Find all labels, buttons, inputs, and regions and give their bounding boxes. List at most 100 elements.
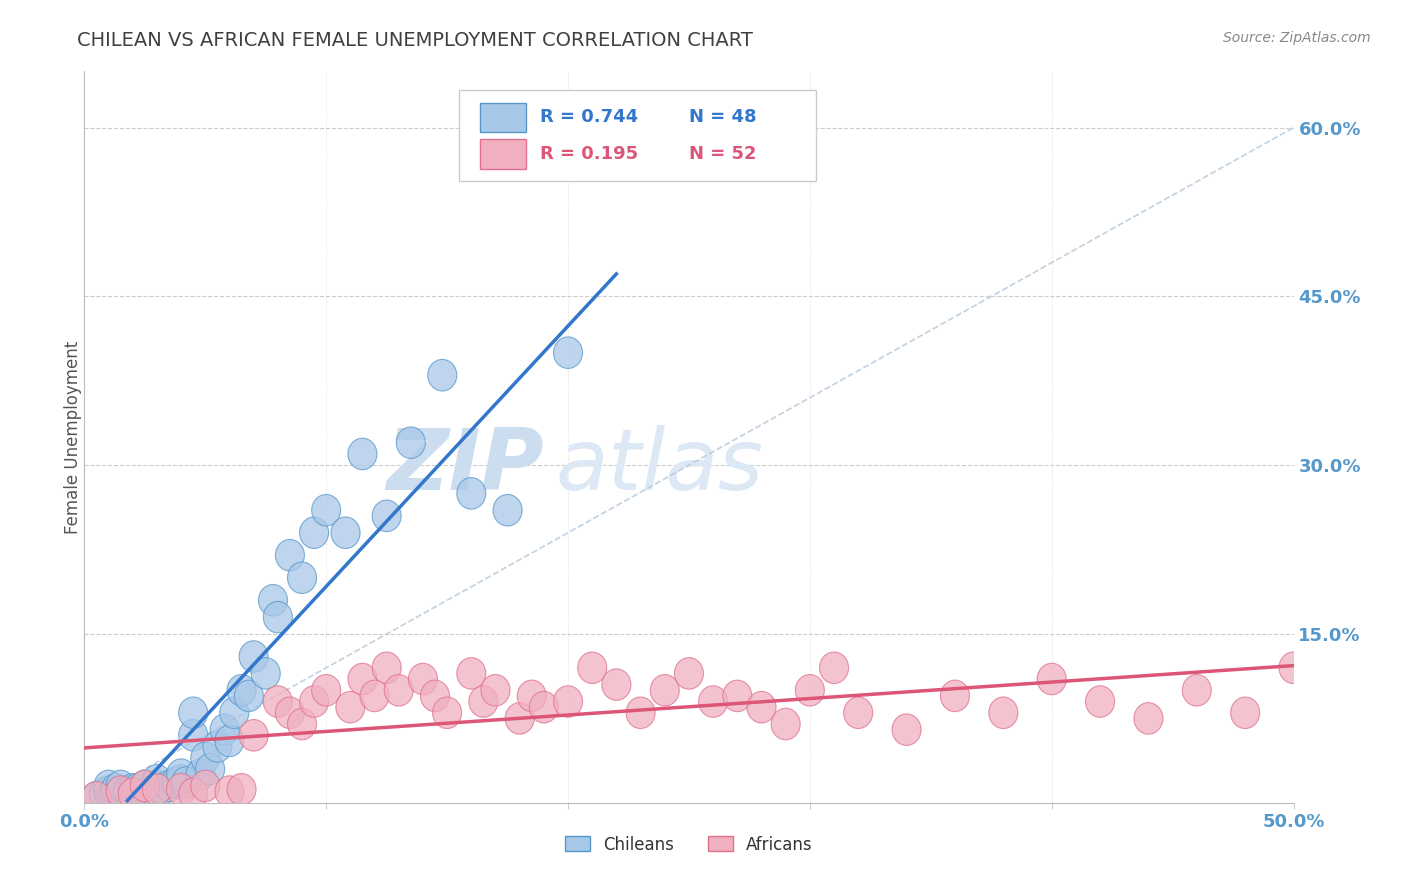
Ellipse shape <box>191 742 219 773</box>
Ellipse shape <box>172 767 201 798</box>
Ellipse shape <box>209 714 239 746</box>
Ellipse shape <box>155 770 184 802</box>
Ellipse shape <box>166 764 195 796</box>
Ellipse shape <box>202 731 232 763</box>
Ellipse shape <box>235 680 263 712</box>
Ellipse shape <box>239 640 269 673</box>
Ellipse shape <box>517 680 547 712</box>
Ellipse shape <box>148 773 176 805</box>
Text: N = 52: N = 52 <box>689 145 756 163</box>
Ellipse shape <box>215 725 245 756</box>
Ellipse shape <box>481 674 510 706</box>
Ellipse shape <box>820 652 849 683</box>
Ellipse shape <box>384 674 413 706</box>
Ellipse shape <box>82 781 111 813</box>
Text: Source: ZipAtlas.com: Source: ZipAtlas.com <box>1223 31 1371 45</box>
Ellipse shape <box>360 680 389 712</box>
Ellipse shape <box>529 691 558 723</box>
Ellipse shape <box>373 652 401 683</box>
Ellipse shape <box>239 720 269 751</box>
Ellipse shape <box>347 664 377 695</box>
Ellipse shape <box>179 697 208 729</box>
Ellipse shape <box>124 773 152 805</box>
Text: N = 48: N = 48 <box>689 109 756 127</box>
Ellipse shape <box>941 680 970 712</box>
Ellipse shape <box>457 657 486 690</box>
Ellipse shape <box>276 540 305 571</box>
Ellipse shape <box>105 776 135 807</box>
Ellipse shape <box>263 601 292 633</box>
Ellipse shape <box>468 686 498 717</box>
Ellipse shape <box>796 674 824 706</box>
Ellipse shape <box>259 584 287 616</box>
Ellipse shape <box>94 770 124 802</box>
Text: ZIP: ZIP <box>387 425 544 508</box>
Text: R = 0.195: R = 0.195 <box>540 145 638 163</box>
FancyBboxPatch shape <box>479 103 526 132</box>
Y-axis label: Female Unemployment: Female Unemployment <box>65 341 82 533</box>
Ellipse shape <box>219 697 249 729</box>
Ellipse shape <box>770 708 800 739</box>
Ellipse shape <box>723 680 752 712</box>
Ellipse shape <box>312 674 340 706</box>
Ellipse shape <box>142 770 172 802</box>
Ellipse shape <box>191 770 219 802</box>
Ellipse shape <box>299 517 329 549</box>
Ellipse shape <box>287 708 316 739</box>
Ellipse shape <box>347 438 377 470</box>
Text: R = 0.744: R = 0.744 <box>540 109 638 127</box>
Ellipse shape <box>162 767 191 798</box>
Ellipse shape <box>312 494 340 526</box>
Ellipse shape <box>195 753 225 785</box>
Ellipse shape <box>1230 697 1260 729</box>
Ellipse shape <box>131 770 159 802</box>
Ellipse shape <box>287 562 316 593</box>
Ellipse shape <box>179 778 208 810</box>
Ellipse shape <box>226 773 256 805</box>
Ellipse shape <box>89 778 118 810</box>
Ellipse shape <box>166 773 195 805</box>
Ellipse shape <box>554 337 582 368</box>
Ellipse shape <box>420 680 450 712</box>
Ellipse shape <box>1085 686 1115 717</box>
Ellipse shape <box>457 477 486 509</box>
Ellipse shape <box>844 697 873 729</box>
Ellipse shape <box>433 697 461 729</box>
Ellipse shape <box>1182 674 1212 706</box>
Ellipse shape <box>263 686 292 717</box>
Ellipse shape <box>114 776 142 807</box>
Ellipse shape <box>179 720 208 751</box>
Ellipse shape <box>105 770 135 802</box>
Ellipse shape <box>675 657 703 690</box>
Ellipse shape <box>554 686 582 717</box>
Text: CHILEAN VS AFRICAN FEMALE UNEMPLOYMENT CORRELATION CHART: CHILEAN VS AFRICAN FEMALE UNEMPLOYMENT C… <box>77 31 754 50</box>
Ellipse shape <box>427 359 457 391</box>
Ellipse shape <box>142 764 172 796</box>
Ellipse shape <box>891 714 921 746</box>
Ellipse shape <box>98 778 128 810</box>
Ellipse shape <box>186 759 215 790</box>
Ellipse shape <box>505 703 534 734</box>
Ellipse shape <box>166 759 195 790</box>
Ellipse shape <box>396 427 426 458</box>
Ellipse shape <box>408 664 437 695</box>
Ellipse shape <box>988 697 1018 729</box>
Ellipse shape <box>626 697 655 729</box>
Ellipse shape <box>699 686 728 717</box>
Text: atlas: atlas <box>555 425 763 508</box>
Ellipse shape <box>105 776 135 807</box>
Ellipse shape <box>101 773 131 805</box>
Ellipse shape <box>578 652 607 683</box>
Ellipse shape <box>226 674 256 706</box>
Ellipse shape <box>373 500 401 532</box>
Ellipse shape <box>131 770 159 802</box>
Ellipse shape <box>276 697 305 729</box>
Ellipse shape <box>336 691 366 723</box>
Ellipse shape <box>94 776 124 807</box>
Ellipse shape <box>494 494 522 526</box>
Ellipse shape <box>1279 652 1308 683</box>
Ellipse shape <box>142 773 172 805</box>
Ellipse shape <box>118 773 148 805</box>
Ellipse shape <box>252 657 280 690</box>
Legend: Chileans, Africans: Chileans, Africans <box>558 829 820 860</box>
